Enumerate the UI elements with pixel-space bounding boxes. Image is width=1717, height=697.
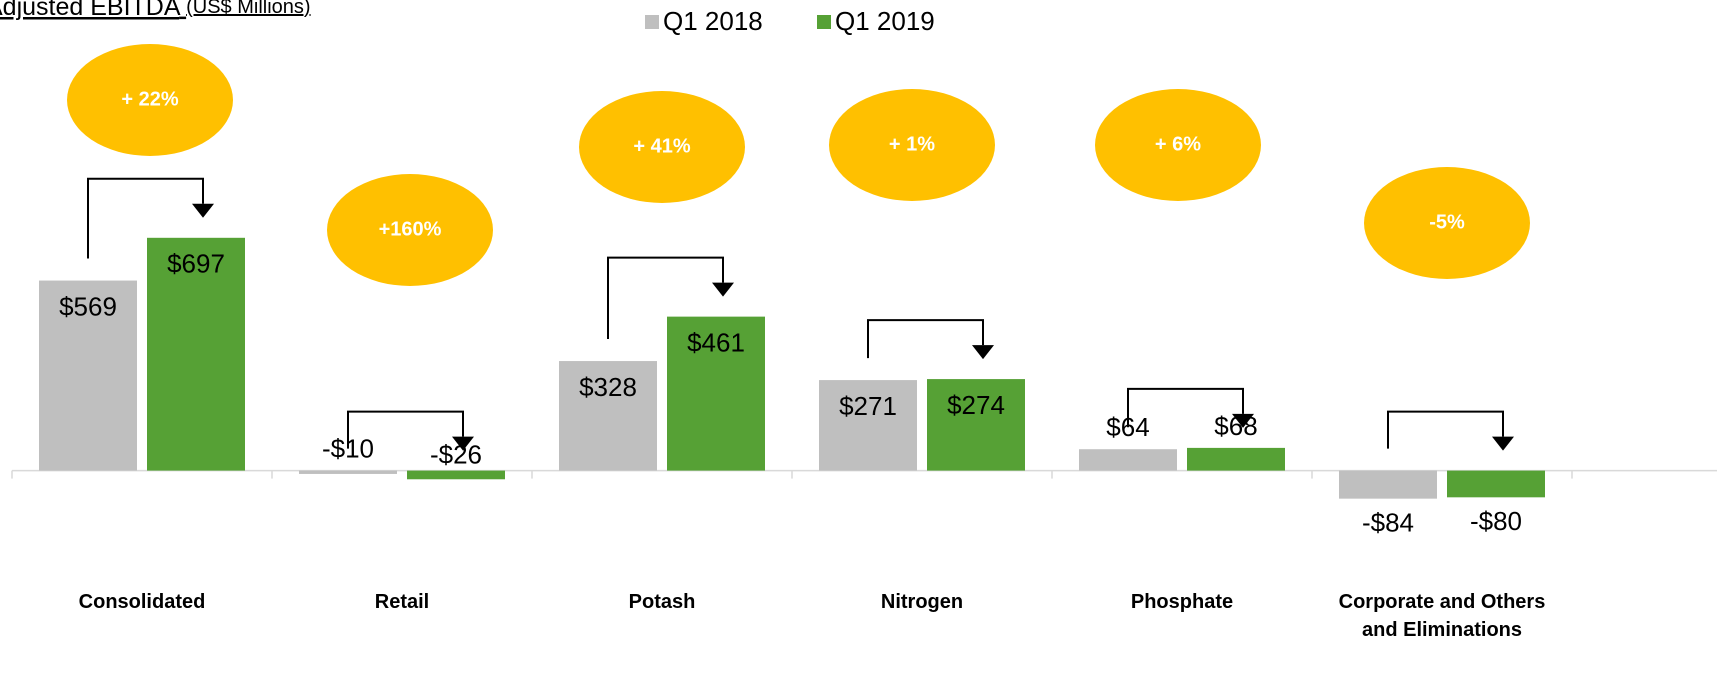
- bar: [39, 280, 137, 471]
- legend-swatch: [817, 15, 831, 29]
- chart-title: Adjusted EBITDA (US$ Millions): [0, 0, 311, 21]
- change-bracket: [867, 319, 984, 359]
- bar: [1079, 449, 1177, 471]
- data-label: -$84: [1362, 508, 1414, 538]
- title: Adjusted EBITDA: [0, 0, 181, 21]
- change-bubble: [1095, 89, 1261, 201]
- change-bubble: [829, 89, 995, 201]
- change-label: + 41%: [633, 135, 690, 157]
- x-tick-label: Consolidated: [78, 591, 206, 613]
- data-label: $274: [947, 390, 1005, 420]
- change-label: -5%: [1429, 211, 1465, 233]
- change-label: + 6%: [1155, 133, 1201, 155]
- change-bracket: [1387, 410, 1504, 449]
- change-bracket: [347, 410, 464, 449]
- data-label: $697: [167, 249, 225, 279]
- legend-label: Q1 2018: [663, 6, 763, 36]
- x-tick-label: Nitrogen: [880, 591, 964, 613]
- bar: [147, 237, 245, 471]
- bracket-arrowhead: [1492, 436, 1514, 451]
- bar: [667, 316, 765, 471]
- bracket-arrowhead: [1232, 413, 1254, 428]
- change-bubble: [327, 174, 493, 286]
- bar: [1187, 447, 1285, 471]
- change-bracket: [87, 177, 204, 259]
- data-label: $569: [59, 291, 117, 321]
- change-bracket: [607, 256, 724, 340]
- bracket-arrowhead: [972, 345, 994, 360]
- x-tick-label: Corporate and Others and Eliminations: [1338, 591, 1546, 641]
- subtitle: (US$ Millions): [186, 0, 310, 18]
- data-label: $328: [579, 372, 637, 402]
- x-tick-label: Phosphate: [1130, 591, 1234, 613]
- change-label: + 22%: [121, 88, 178, 110]
- bracket-arrowhead: [452, 436, 474, 451]
- bar: [1447, 470, 1545, 498]
- legend-swatch: [645, 15, 659, 29]
- data-label: $271: [839, 391, 897, 421]
- data-label: -$80: [1470, 506, 1522, 536]
- bracket-arrowhead: [712, 282, 734, 297]
- bracket-arrowhead: [192, 203, 214, 218]
- change-bubble: [1364, 167, 1530, 279]
- change-bubble: [67, 44, 233, 156]
- bar: [819, 380, 917, 471]
- bar: [927, 379, 1025, 471]
- x-tick-label: Potash: [628, 591, 696, 613]
- change-bubble: [579, 91, 745, 203]
- change-label: +160%: [379, 218, 442, 240]
- bar: [407, 470, 505, 480]
- legend-label: Q1 2019: [835, 6, 935, 36]
- bar: [559, 361, 657, 471]
- x-tick-label: Retail: [374, 591, 430, 613]
- change-label: + 1%: [889, 133, 935, 155]
- bar: [299, 470, 397, 474]
- data-label: $461: [687, 328, 745, 358]
- change-bracket: [1127, 387, 1244, 428]
- data-label: -$26: [430, 439, 482, 469]
- bar: [1339, 470, 1437, 499]
